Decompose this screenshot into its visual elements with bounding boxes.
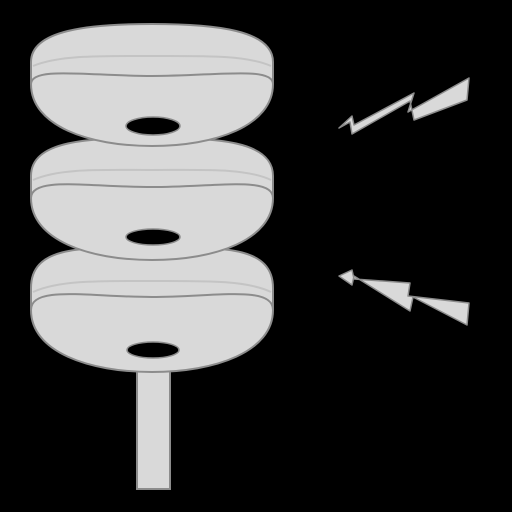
disc-hole bbox=[125, 228, 181, 246]
disc-highlight bbox=[32, 279, 272, 293]
lightning-spark-icon bbox=[338, 77, 470, 135]
insulator-disc-icon bbox=[30, 246, 274, 374]
insulator-disc-icon bbox=[30, 22, 274, 148]
disc-hole bbox=[125, 116, 181, 136]
lightning-spark-icon bbox=[338, 269, 470, 326]
disc-highlight bbox=[32, 54, 272, 67]
disc-rim bbox=[30, 183, 274, 199]
disc-rim bbox=[30, 293, 274, 311]
disc-rim bbox=[30, 72, 274, 85]
insulator-disc-icon bbox=[30, 136, 274, 262]
disc-highlight bbox=[32, 168, 272, 181]
disc-hole bbox=[126, 341, 180, 359]
